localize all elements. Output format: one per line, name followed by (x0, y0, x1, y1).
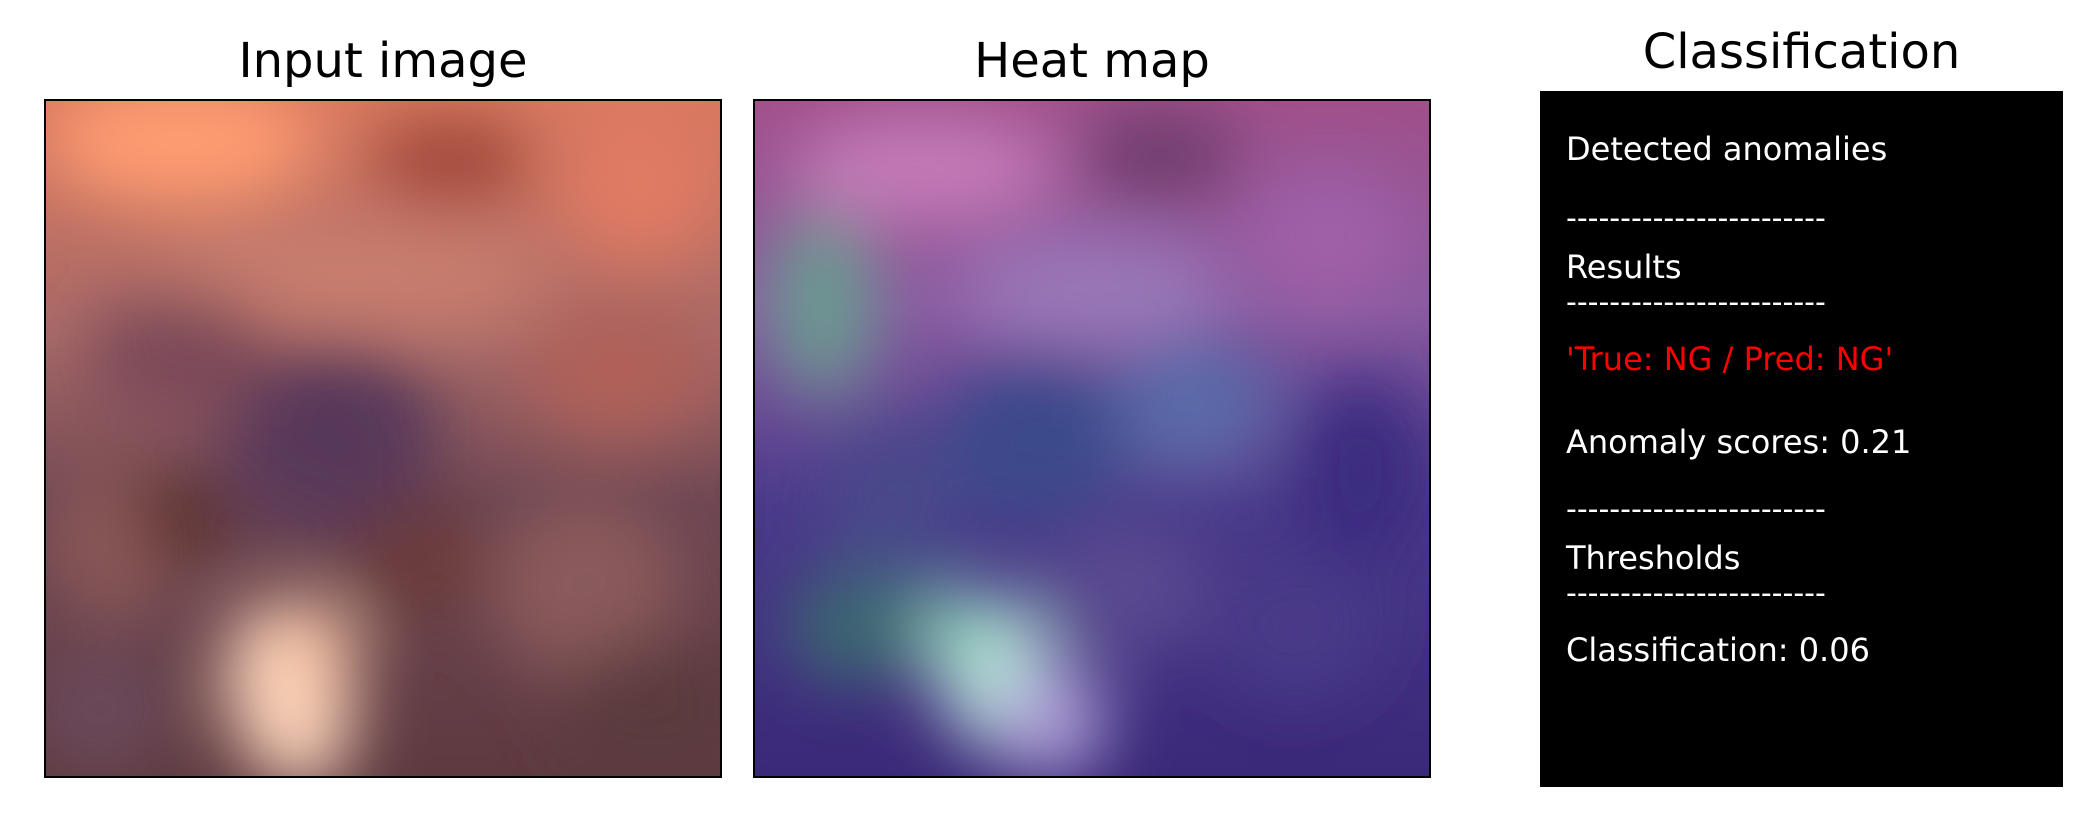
separator-1: ------------------------ (1566, 201, 1826, 236)
detected-anomalies-label: Detected anomalies (1566, 130, 1888, 168)
input-image (44, 99, 722, 778)
classification-threshold: Classification: 0.06 (1566, 631, 1870, 669)
classification-panel: Detected anomalies ---------------------… (1540, 91, 2063, 787)
input-image-picture (46, 101, 720, 776)
result-text: 'True: NG / Pred: NG' (1566, 340, 1894, 378)
results-label: Results (1566, 248, 1682, 286)
input-image-title: Input image (238, 33, 528, 89)
heat-map-image (753, 99, 1431, 778)
separator-3: ------------------------ (1566, 492, 1826, 527)
thresholds-label: Thresholds (1566, 539, 1741, 577)
separator-2: ------------------------ (1566, 285, 1826, 320)
separator-4: ------------------------ (1566, 576, 1826, 611)
anomaly-score: Anomaly scores: 0.21 (1566, 423, 1912, 461)
heat-map-picture (755, 101, 1429, 776)
classification-title: Classification (1642, 24, 1961, 80)
heat-map-title: Heat map (974, 33, 1210, 89)
